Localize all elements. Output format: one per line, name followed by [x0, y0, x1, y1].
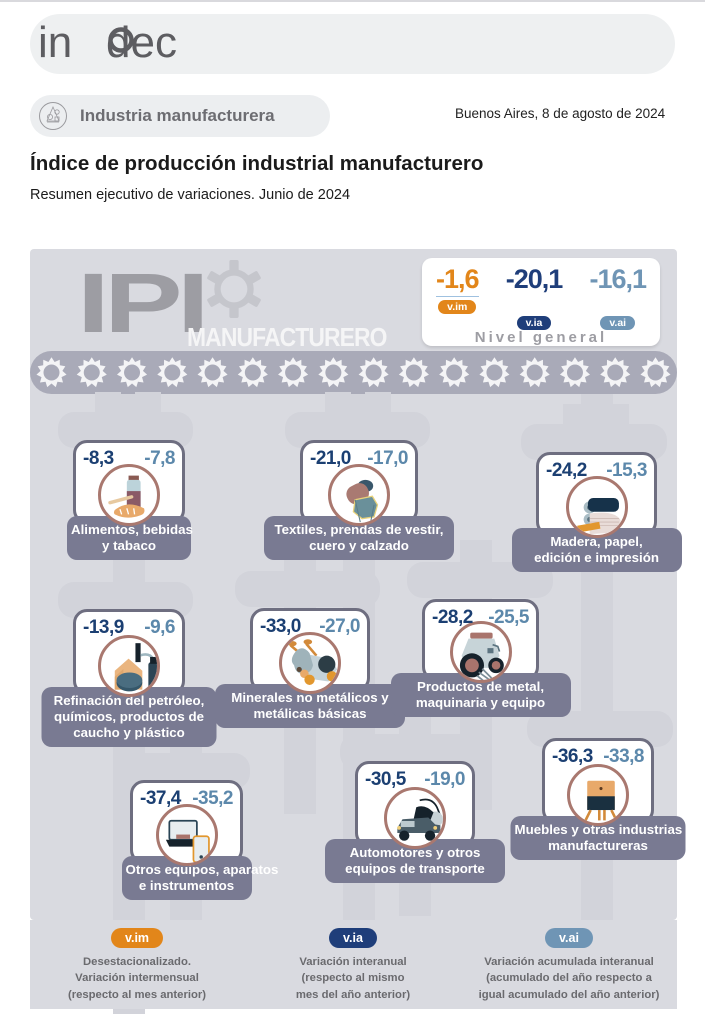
svg-text:in: in: [38, 18, 72, 67]
svg-text:dec: dec: [106, 18, 177, 67]
